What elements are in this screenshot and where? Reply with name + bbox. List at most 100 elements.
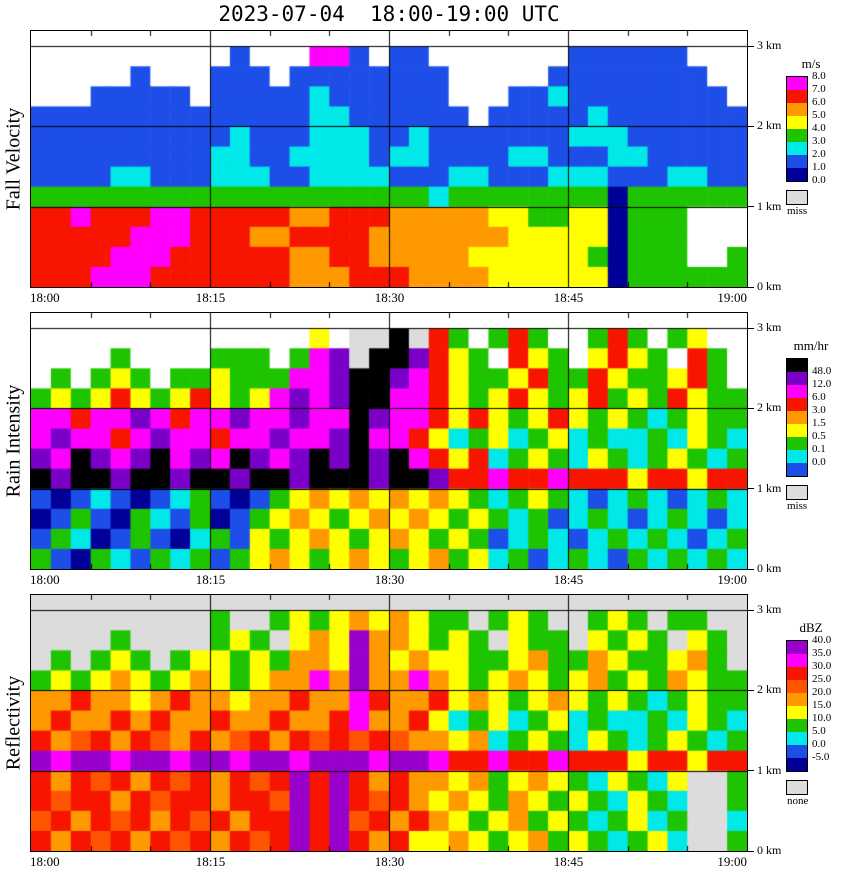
- colorbar-tick-label: 1.5: [812, 417, 826, 429]
- colorbar-cell: [787, 411, 807, 424]
- colorbar-unit-label: m/s: [801, 56, 821, 71]
- colorbar-cell: [787, 437, 807, 450]
- colorbar-cell: [787, 641, 807, 654]
- colorbar: [786, 640, 808, 772]
- colorbar-cell: [787, 719, 807, 732]
- time-tick-label: 18:15: [195, 290, 226, 305]
- colorbar-missing-swatch: [786, 190, 808, 205]
- fall-velocity-time-axis: 18:00 18:15 18:30 18:45 19:00: [0, 289, 850, 309]
- time-tick-label: 19:00: [717, 290, 747, 305]
- colorbar-tick-label: -5.0: [812, 751, 830, 763]
- colorbar-cell: [787, 745, 807, 758]
- height-tick-mark: [748, 125, 754, 127]
- fall-velocity-colorbar: m/s 8.0 7.0 6.0 5.0 4.0 3.0 2.0 1.0 0.0 miss: [786, 30, 850, 312]
- colorbar-cell: [787, 372, 807, 385]
- colorbar-tick-label: 48.0: [812, 365, 832, 377]
- colorbar-tick-label: 10.0: [812, 712, 832, 724]
- fall-velocity-heatmap: [30, 30, 748, 288]
- colorbar-cell: [787, 693, 807, 706]
- colorbar-tick-label: 30.0: [812, 660, 832, 672]
- height-tick-label: 2 km: [757, 400, 782, 415]
- time-tick-label: 18:15: [195, 572, 226, 587]
- colorbar-cell: [787, 90, 807, 103]
- colorbar-tick-label: 40.0: [812, 634, 832, 646]
- height-tick-mark: [748, 488, 754, 490]
- colorbar-cell: [787, 142, 807, 155]
- colorbar-cell: [787, 450, 807, 463]
- colorbar-cell: [787, 758, 807, 771]
- time-tick-label: 18:00: [30, 854, 60, 869]
- colorbar-tick-label: 25.0: [812, 673, 832, 685]
- colorbar-cell: [787, 103, 807, 116]
- colorbar-cell: [787, 77, 807, 90]
- height-tick-label: 1 km: [757, 480, 782, 495]
- time-tick-label: 18:15: [195, 854, 226, 869]
- height-tick-mark: [748, 770, 754, 772]
- height-tick-label: 0 km: [757, 843, 782, 857]
- rain-intensity-colorbar: mm/hr 48.0 12.0 6.0 3.0 1.5 0.5 0.1 0.0 miss: [786, 312, 850, 594]
- colorbar-cell: [787, 667, 807, 680]
- colorbar-cell: [787, 168, 807, 181]
- panel-fall-velocity: Fall Velocity 18:00 18:15 18:30 18:45 19:00 …: [0, 30, 850, 312]
- height-tick-mark: [748, 206, 754, 208]
- time-tick-label: 18:00: [30, 290, 60, 305]
- rain-intensity-time-axis: 18:00 18:15 18:30 18:45 19:00: [0, 571, 850, 591]
- reflectivity-height-axis: 0 km 1 km 2 km 3 km: [748, 594, 848, 857]
- colorbar-tick-label: 0.1: [812, 443, 826, 455]
- colorbar-cell: [787, 385, 807, 398]
- colorbar-tick-label: 2.0: [812, 148, 826, 160]
- colorbar-cell: [787, 129, 807, 142]
- height-tick-label: 1 km: [757, 198, 782, 213]
- fall-velocity-height-axis: 0 km 1 km 2 km 3 km: [748, 30, 848, 293]
- colorbar-tick-label: 0.0: [812, 174, 826, 186]
- reflectivity-colorbar: dBZ 40.0 35.0 30.0 25.0 20.0 15.0 10.0 5.0 0.0 -5.…: [786, 594, 850, 876]
- colorbar-unit-label: dBZ: [799, 620, 823, 635]
- time-tick-label: 18:30: [374, 290, 405, 305]
- height-tick-mark: [748, 45, 754, 47]
- time-tick-label: 19:00: [717, 572, 747, 587]
- colorbar: [786, 358, 808, 477]
- colorbar-tick-label: 3.0: [812, 135, 826, 147]
- colorbar-unit-label: mm/hr: [793, 338, 829, 353]
- colorbar-tick-label: 20.0: [812, 686, 832, 698]
- reflectivity-time-axis: 18:00 18:15 18:30 18:45 19:00: [0, 853, 850, 873]
- colorbar-missing-label: none: [787, 795, 809, 807]
- colorbar-tick-label: 1.0: [812, 161, 826, 173]
- colorbar-tick-label: 4.0: [812, 122, 826, 134]
- height-tick-mark: [748, 609, 754, 611]
- colorbar-cell: [787, 463, 807, 476]
- colorbar-missing-swatch: [786, 485, 808, 500]
- height-tick-label: 1 km: [757, 762, 782, 777]
- colorbar-missing-label: miss: [787, 500, 808, 512]
- height-tick-label: 2 km: [757, 682, 782, 697]
- colorbar-tick-label: 7.0: [812, 83, 826, 95]
- colorbar-tick-label: 8.0: [812, 70, 826, 82]
- colorbar-tick-label: 5.0: [812, 725, 826, 737]
- fall-velocity-axis-title: Fall Velocity: [2, 107, 25, 211]
- panel-reflectivity: Reflectivity 18:00 18:15 18:30 18:45 19:00 0…: [0, 594, 850, 876]
- rain-intensity-axis-title: Rain Intensity: [2, 384, 25, 498]
- colorbar-cell: [787, 116, 807, 129]
- colorbar-missing-swatch: [786, 780, 808, 795]
- colorbar: [786, 76, 808, 182]
- height-tick-label: 0 km: [757, 279, 782, 293]
- height-tick-mark: [748, 327, 754, 329]
- height-tick-label: 0 km: [757, 561, 782, 575]
- colorbar-tick-label: 3.0: [812, 404, 826, 416]
- colorbar-tick-label: 5.0: [812, 109, 826, 121]
- colorbar-tick-label: 12.0: [812, 378, 832, 390]
- colorbar-tick-label: 15.0: [812, 699, 832, 711]
- time-tick-label: 18:45: [553, 290, 584, 305]
- colorbar-missing-label: miss: [787, 205, 808, 217]
- time-tick-label: 18:45: [553, 854, 584, 869]
- colorbar-cell: [787, 706, 807, 719]
- time-tick-label: 18:30: [374, 572, 405, 587]
- panel-rain-intensity: Rain Intensity 18:00 18:15 18:30 18:45 19:00…: [0, 312, 850, 594]
- colorbar-tick-label: 6.0: [812, 391, 826, 403]
- height-tick-mark: [748, 568, 754, 570]
- colorbar-cell: [787, 155, 807, 168]
- time-tick-label: 19:00: [717, 854, 747, 869]
- colorbar-cell: [787, 359, 807, 372]
- colorbar-tick-label: 0.0: [812, 456, 826, 468]
- height-tick-mark: [748, 689, 754, 691]
